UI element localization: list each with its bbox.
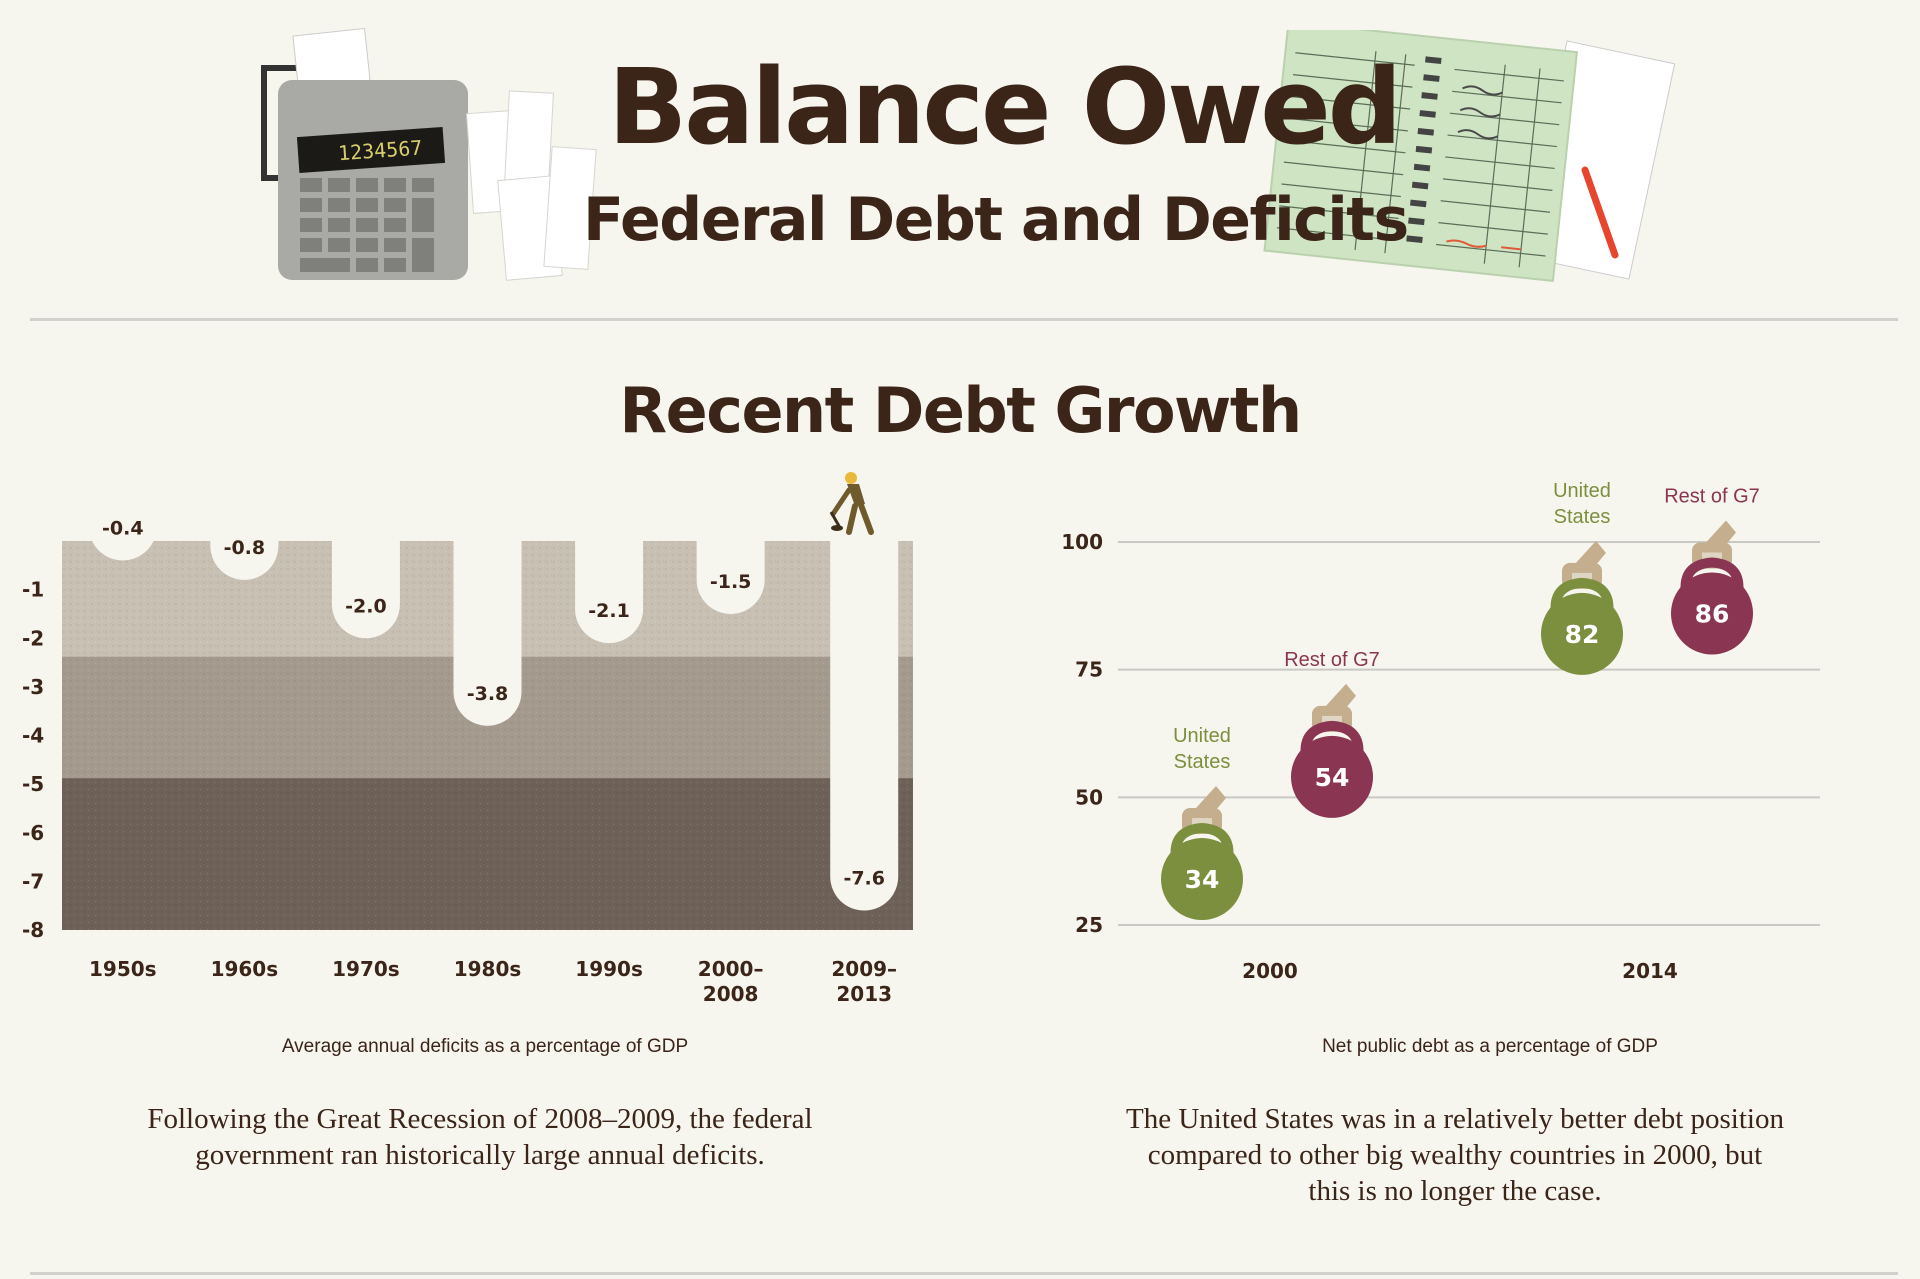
deficit-chart: -1 -2 -3 -4 -5 -6 -7 -8 -0.4 1950s -0.8 1960s -2.0 19… (22, 517, 913, 1006)
series-label: Rest of G7 (1284, 649, 1380, 671)
debt-chart: 100 75 50 25 2000 2014 34 United States 82 United S… (1061, 480, 1820, 983)
weight-handle (1550, 577, 1614, 615)
x-category-label: 1980s (454, 957, 522, 981)
debt-point (1161, 838, 1243, 921)
red-pencil (1581, 166, 1619, 259)
y-tick-label: -1 (22, 578, 44, 602)
x-category-label: 1970s (332, 957, 400, 981)
y-tick-label: 100 (1061, 530, 1103, 554)
deficit-bar (830, 540, 899, 911)
debt-chart-axis-label: Net public debt as a percentage of GDP (1322, 1036, 1658, 1057)
deficit-chart-axis-label: Average annual deficits as a percentage … (281, 1036, 689, 1057)
weight-handle (1300, 720, 1364, 758)
y-tick-label: -4 (22, 724, 44, 748)
x-category-label: 1990s (575, 957, 643, 981)
y-tick-label: 50 (1075, 785, 1103, 809)
series-label: States (1554, 506, 1611, 528)
ledger-handwriting (1457, 85, 1503, 140)
deficit-value-label: -3.8 (467, 683, 509, 705)
y-tick-label: -2 (22, 626, 44, 650)
deficit-value-label: -7.6 (843, 868, 885, 890)
y-tick-label: 25 (1075, 913, 1103, 937)
digging-worker-icon (829, 472, 874, 535)
deficit-bar (575, 540, 644, 644)
main-title: Balance Owed (608, 46, 1402, 168)
weight-handle (1680, 557, 1744, 595)
deficit-value-label: -2.1 (588, 600, 630, 622)
calculator-keys (300, 178, 434, 272)
debt-point (1671, 572, 1753, 655)
x-category-label: 2008 (703, 982, 759, 1006)
deficit-bar (210, 540, 279, 580)
debt-point (1541, 592, 1623, 675)
debt-value-label: 34 (1185, 865, 1220, 894)
calculator-display (296, 126, 446, 174)
debt-value-label: 82 (1565, 620, 1600, 649)
debt-value-label: 54 (1315, 763, 1350, 792)
weight-handle (1170, 823, 1234, 860)
series-label: United (1173, 725, 1231, 747)
hand-icon-thumb (1706, 520, 1736, 545)
ledger-book (1263, 30, 1579, 282)
debt-point (1291, 735, 1373, 818)
hand-icon-thumb (1576, 540, 1606, 565)
x-category-label: 1960s (211, 957, 279, 981)
ledger-lines (1276, 51, 1564, 268)
y-tick-label: -8 (22, 918, 44, 942)
series-label: Rest of G7 (1664, 485, 1760, 507)
deficit-bar (453, 540, 522, 726)
deficit-bar (331, 540, 400, 639)
debt-value-label: 86 (1695, 599, 1730, 628)
bottom-divider (30, 1272, 1898, 1275)
x-category-label: 2014 (1622, 959, 1678, 983)
deficit-value-label: -0.4 (102, 517, 144, 539)
subtitle: Federal Debt and Deficits (583, 185, 1409, 255)
ledger-red-marks (1446, 239, 1522, 251)
hand-icon-thumb (1196, 786, 1226, 811)
calculator-illustration: 1234567 (261, 28, 597, 281)
y-tick-label: -6 (22, 821, 44, 845)
y-tick-label: -3 (22, 675, 44, 699)
deficit-bar (696, 540, 765, 614)
deficit-bar (88, 526, 157, 561)
deficit-value-label: -0.8 (224, 537, 266, 559)
deficit-chart-description: Following the Great Recession of 2008–20… (147, 1103, 813, 1171)
ledger-spiral (1406, 56, 1442, 244)
x-category-label: 2013 (836, 982, 892, 1006)
x-category-label: 1950s (89, 957, 157, 981)
y-tick-label: 75 (1075, 658, 1103, 682)
x-category-label: 2000 (1242, 959, 1298, 983)
calculator-display-digits: 1234567 (337, 135, 423, 165)
x-category-label: 2009– (831, 957, 897, 981)
deficit-value-label: -2.0 (345, 595, 387, 617)
section-title: Recent Debt Growth (619, 374, 1302, 447)
series-label: United (1553, 480, 1611, 502)
y-tick-label: -5 (22, 772, 44, 796)
series-label: States (1174, 751, 1231, 773)
deficit-value-label: -1.5 (710, 571, 752, 593)
top-divider (30, 318, 1898, 321)
ground-layer-dark-texture (62, 778, 913, 930)
ledger-illustration (1263, 30, 1675, 282)
y-tick-label: -7 (22, 869, 44, 893)
receipt-slips (466, 90, 597, 281)
x-category-label: 2000– (698, 957, 764, 981)
hand-icon-thumb (1326, 683, 1356, 708)
header: 1234567 (0, 0, 1920, 300)
debt-chart-description: The United States was in a relatively be… (1126, 1103, 1784, 1207)
